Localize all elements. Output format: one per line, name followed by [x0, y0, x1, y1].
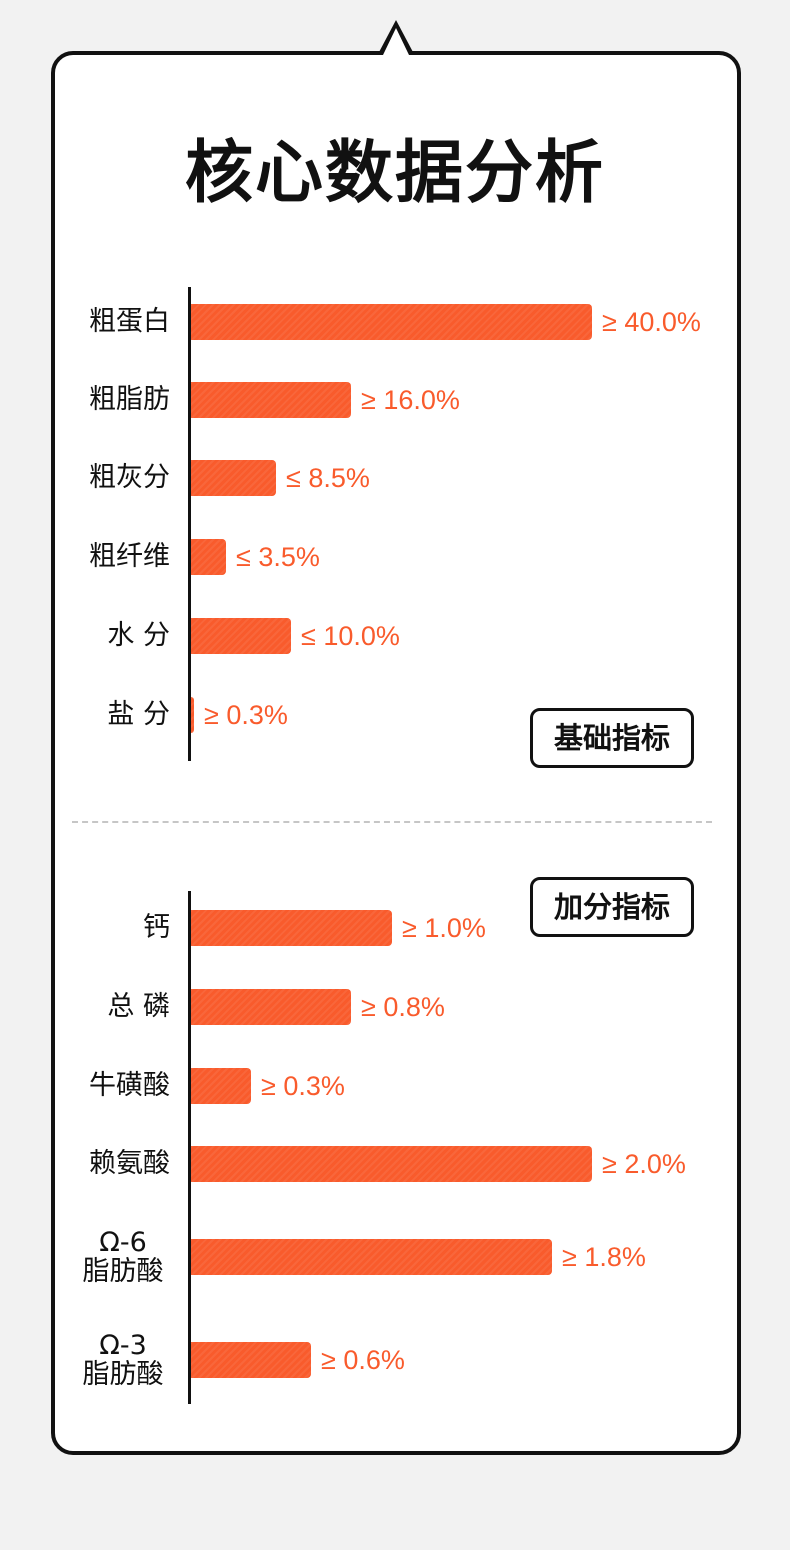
bar — [191, 1239, 552, 1275]
bar — [191, 989, 351, 1025]
bar — [191, 382, 351, 418]
bar — [191, 910, 392, 946]
value-label: ≥ 0.6% — [321, 1345, 405, 1375]
value-label: ≥ 0.3% — [204, 700, 288, 730]
bar — [191, 460, 276, 496]
bar — [191, 1068, 251, 1104]
bar — [191, 304, 592, 340]
y-axis-line — [188, 891, 191, 1404]
value-label: ≥ 1.0% — [402, 913, 486, 943]
bar — [191, 539, 226, 575]
bar — [191, 1146, 592, 1182]
basic-indicators-tag: 基础指标 — [530, 708, 694, 768]
value-label: ≤ 10.0% — [301, 621, 400, 651]
bonus-indicators-tag: 加分指标 — [530, 877, 694, 937]
bar — [191, 697, 194, 733]
category-label: 总 磷 — [107, 991, 170, 1022]
section-divider — [72, 821, 712, 823]
value-label: ≥ 40.0% — [602, 307, 701, 337]
bar — [191, 618, 291, 654]
category-label: 粗脂肪 — [89, 384, 170, 415]
category-label: 粗纤维 — [89, 541, 170, 572]
value-label: ≥ 16.0% — [361, 385, 460, 415]
category-label: 粗灰分 — [89, 462, 170, 493]
category-label: 水 分 — [107, 620, 170, 651]
category-label: 粗蛋白 — [89, 306, 170, 337]
category-label: 赖氨酸 — [89, 1148, 170, 1179]
value-label: ≥ 0.8% — [361, 992, 445, 1022]
category-label: 牛磺酸 — [89, 1070, 170, 1101]
y-axis-line — [188, 287, 191, 761]
category-label: Ω-6 脂肪酸 — [82, 1227, 164, 1287]
page-title: 核心数据分析 — [184, 134, 605, 213]
value-label: ≥ 1.8% — [562, 1242, 646, 1272]
category-label: Ω-3 脂肪酸 — [82, 1330, 164, 1390]
bar — [191, 1342, 311, 1378]
value-label: ≤ 8.5% — [286, 463, 370, 493]
category-label: 盐 分 — [107, 699, 170, 730]
value-label: ≥ 0.3% — [261, 1071, 345, 1101]
value-label: ≤ 3.5% — [236, 542, 320, 572]
category-label: 钙 — [143, 912, 170, 943]
value-label: ≥ 2.0% — [602, 1149, 686, 1179]
